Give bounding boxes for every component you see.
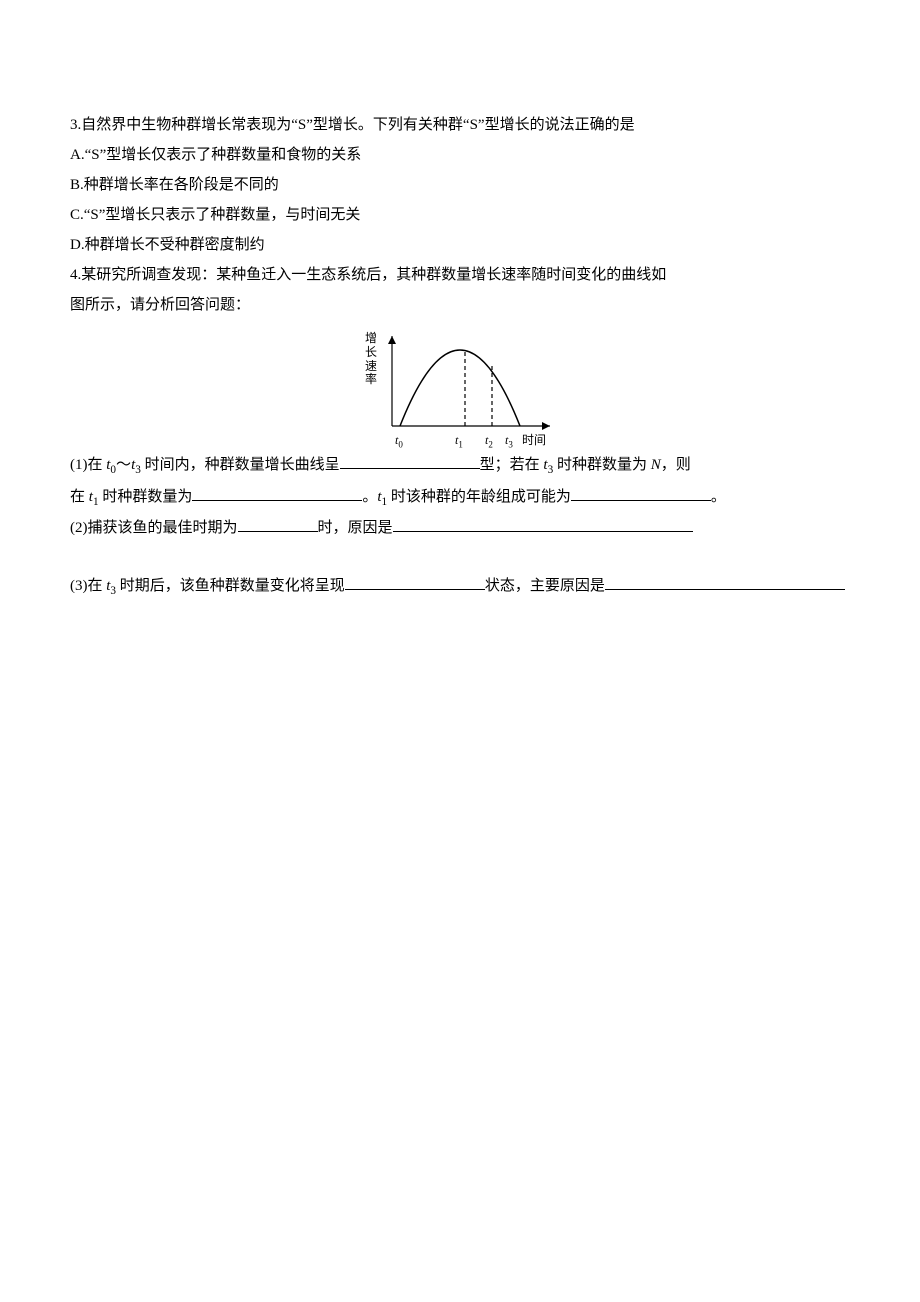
growth-rate-chart: 增长速率 t0t1t2t3时间 [70, 326, 850, 446]
txt: 时，原因是 [318, 520, 393, 536]
q3-stem: 3.自然界中生物种群增长常表现为“S”型增长。下列有关种群“S”型增长的说法正确… [70, 110, 850, 140]
blank [340, 456, 480, 470]
txt: 时间内，种群数量增长曲线呈 [141, 457, 340, 473]
q3-option-d: D.种群增长不受种群密度制约 [70, 230, 850, 260]
txt: 状态，主要原因是 [485, 578, 605, 594]
txt: (1)在 [70, 457, 106, 473]
q4-part1-line1: (1)在 t0～t3 时间内，种群数量增长曲线呈型；若在 t3 时种群数量为 N… [70, 450, 850, 482]
blank [393, 519, 693, 533]
spacer [70, 543, 850, 571]
blank [571, 487, 711, 501]
q4-stem-line1: 4.某研究所调查发现：某种鱼迁入一生态系统后，其种群数量增长速率随时间变化的曲线… [70, 260, 850, 290]
blank [238, 519, 318, 533]
q3-option-c: C.“S”型增长只表示了种群数量，与时间无关 [70, 200, 850, 230]
var-N: N [651, 457, 661, 473]
chart-box: 增长速率 t0t1t2t3时间 [360, 326, 560, 446]
txt: 型；若在 [480, 457, 544, 473]
q3-option-b: B.种群增长率在各阶段是不同的 [70, 170, 850, 200]
txt: 在 [70, 489, 89, 505]
chart-tick: t1 [455, 428, 463, 453]
txt: 时该种群的年龄组成可能为 [387, 489, 571, 505]
tilde: ～ [116, 457, 131, 473]
chart-x-label: 时间 [522, 428, 546, 452]
chart-y-label: 增长速率 [364, 332, 378, 387]
q4-part1-line2: 在 t1 时种群数量为。t1 时该种群的年龄组成可能为。 [70, 482, 850, 514]
blank [345, 577, 485, 591]
q4-part2: (2)捕获该鱼的最佳时期为 时，原因是 [70, 513, 850, 543]
txt: 时期后，该鱼种群数量变化将呈现 [116, 578, 345, 594]
blank [605, 577, 845, 591]
txt: (2)捕获该鱼的最佳时期为 [70, 520, 238, 536]
txt: 时种群数量为 [553, 457, 651, 473]
chart-tick: t0 [395, 428, 403, 453]
txt: (3)在 [70, 578, 106, 594]
q4-stem-line2: 图所示，请分析回答问题： [70, 290, 850, 320]
q4-part3: (3)在 t3 时期后，该鱼种群数量变化将呈现状态，主要原因是 [70, 571, 850, 603]
blank [192, 487, 362, 501]
chart-tick: t2 [485, 428, 493, 453]
q3-option-a: A.“S”型增长仅表示了种群数量和食物的关系 [70, 140, 850, 170]
txt: 。 [362, 489, 377, 505]
txt: 时种群数量为 [99, 489, 193, 505]
chart-tick: t3 [505, 428, 513, 453]
txt: 。 [711, 489, 726, 505]
txt: ，则 [661, 457, 691, 473]
